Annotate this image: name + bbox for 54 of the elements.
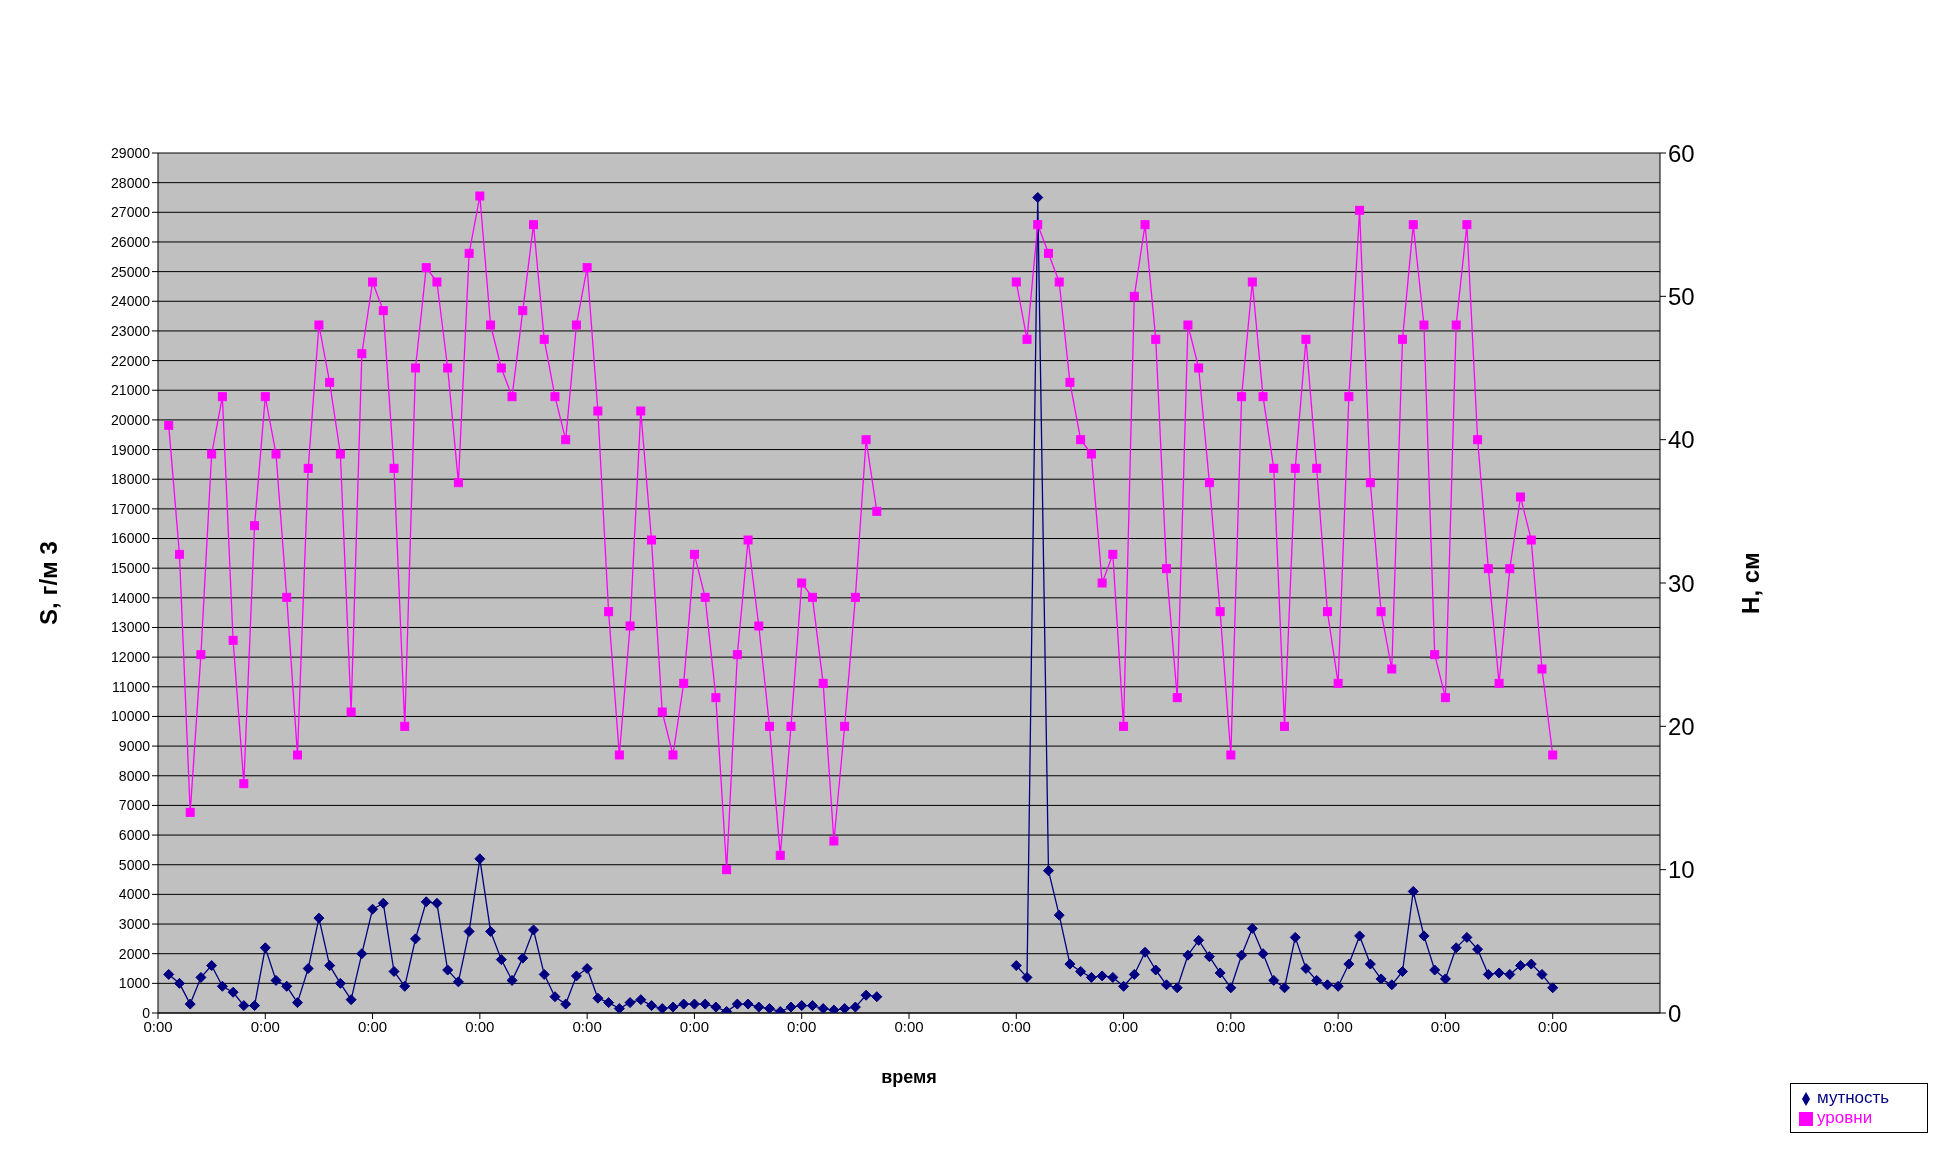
y2-tick-label: 10 <box>1668 856 1695 884</box>
x-tick-label: 0:00 <box>465 1017 495 1035</box>
y2-axis-title: Н, см <box>1736 552 1764 614</box>
y-tick-label: 3000 <box>118 916 151 932</box>
y-tick-label: 7000 <box>118 797 151 814</box>
y-tick-label: 15000 <box>111 560 151 577</box>
y-tick-label: 9000 <box>118 738 151 755</box>
y-tick-label: 8000 <box>118 767 151 784</box>
y2-tick-label: 0 <box>1668 999 1682 1027</box>
y-tick-label: 25000 <box>111 263 151 280</box>
x-axis-title: время <box>881 1067 937 1087</box>
x-tick-label: 0:00 <box>1430 1017 1461 1035</box>
y-tick-label: 18000 <box>111 471 151 488</box>
y-tick-label: 26000 <box>111 233 151 250</box>
legend-label: уровни <box>1817 1108 1873 1127</box>
x-tick-label: 0:00 <box>357 1017 388 1035</box>
y2-tick-label: 40 <box>1668 426 1695 454</box>
y2-tick-label: 20 <box>1668 712 1695 740</box>
x-tick-label: 0:00 <box>679 1017 710 1035</box>
x-tick-label: 0:00 <box>1001 1017 1031 1035</box>
y-tick-label: 4000 <box>118 886 151 903</box>
x-tick-label: 0:00 <box>1216 1017 1246 1035</box>
x-tick-label: 0:00 <box>1538 1017 1568 1035</box>
y-tick-label: 10000 <box>111 708 151 725</box>
y-tick-label: 12000 <box>111 649 151 666</box>
y-tick-label: 28000 <box>111 174 151 191</box>
y2-tick-label: 60 <box>1668 139 1695 167</box>
x-tick-label: 0:00 <box>1108 1017 1139 1035</box>
y-tick-label: 1000 <box>118 975 151 992</box>
y-tick-label: 23000 <box>111 322 151 339</box>
y-tick-label: 27000 <box>111 204 151 221</box>
y2-tick-label: 50 <box>1668 282 1695 310</box>
x-tick-label: 0:00 <box>787 1017 817 1035</box>
y-tick-label: 14000 <box>111 589 151 606</box>
y-tick-label: 20000 <box>111 411 151 428</box>
y-tick-label: 11000 <box>112 678 151 695</box>
y2-tick-label: 30 <box>1668 569 1695 597</box>
y-tick-label: 17000 <box>111 500 151 517</box>
legend-label: мутность <box>1817 1088 1890 1107</box>
y-tick-label: 24000 <box>111 293 151 310</box>
y-tick-label: 2000 <box>118 945 151 962</box>
y-tick-label: 29000 <box>111 144 151 161</box>
y-tick-label: 22000 <box>111 352 151 369</box>
y-tick-label: 16000 <box>111 530 151 547</box>
x-tick-label: 0:00 <box>894 1017 924 1035</box>
y-tick-label: 13000 <box>111 619 151 636</box>
x-tick-label: 0:00 <box>250 1017 280 1035</box>
x-tick-label: 0:00 <box>1323 1017 1353 1035</box>
y-tick-label: 5000 <box>118 856 151 873</box>
y-tick-label: 6000 <box>118 827 151 844</box>
y-tick-label: 21000 <box>111 382 151 399</box>
y-axis-title: S, г/м 3 <box>34 541 62 625</box>
y-tick-label: 19000 <box>111 441 151 458</box>
x-tick-label: 0:00 <box>572 1017 602 1035</box>
